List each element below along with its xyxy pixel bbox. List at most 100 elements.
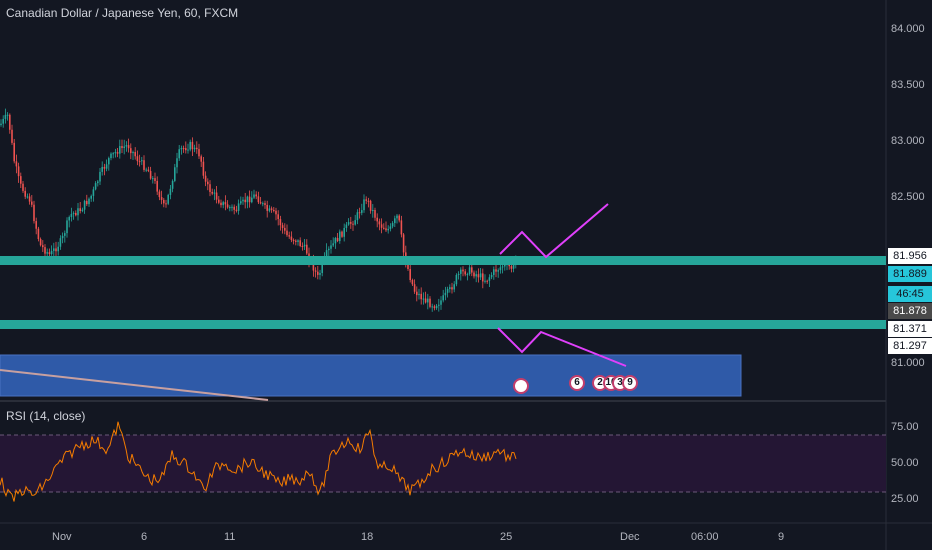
candle-body — [198, 149, 200, 157]
candle-body — [391, 223, 394, 227]
candle-body — [39, 239, 42, 246]
rsi-tick: 75.00 — [891, 421, 919, 433]
candle-body — [68, 217, 70, 221]
candle-body — [407, 264, 409, 270]
candle-body — [44, 247, 46, 254]
time-tick: 11 — [224, 531, 236, 543]
candle-body — [99, 171, 101, 182]
candle-body — [11, 129, 13, 143]
candle-body — [321, 262, 323, 273]
candle-body — [138, 161, 141, 163]
candle-body — [185, 148, 187, 151]
candle-body — [90, 195, 92, 199]
candle-body — [361, 210, 363, 213]
candle-body — [312, 259, 315, 271]
candle-body — [433, 306, 436, 309]
candle-body — [105, 164, 108, 169]
candle-body — [374, 210, 376, 218]
candle-body — [288, 235, 290, 237]
candle-body — [486, 280, 488, 282]
candle-body — [330, 245, 332, 249]
candle-body — [257, 196, 260, 203]
candle-body — [477, 274, 480, 278]
candle-body — [270, 208, 273, 210]
candle-body — [222, 202, 224, 206]
candle-body — [48, 252, 51, 255]
candle-body — [70, 213, 73, 218]
candle-body — [160, 197, 163, 200]
candle-body — [246, 196, 249, 203]
candle-body — [466, 274, 469, 276]
time-tick: 9 — [778, 531, 785, 543]
candle-body — [266, 204, 268, 211]
candle-body — [136, 156, 139, 162]
candle-body — [332, 243, 334, 246]
candle-body — [251, 197, 253, 203]
candle-body — [290, 236, 293, 240]
candle-body — [86, 200, 88, 205]
candle-body — [147, 169, 150, 171]
candle-body — [116, 152, 119, 154]
candle-body — [0, 123, 2, 125]
candle-body — [334, 237, 337, 244]
candle-body — [94, 183, 97, 190]
candle-body — [75, 212, 77, 216]
candle-body — [499, 267, 502, 271]
candle-body — [248, 196, 251, 203]
candle-body — [101, 166, 103, 172]
candle-body — [303, 244, 306, 247]
candle-body — [418, 293, 420, 296]
economic-event-marker[interactable] — [513, 378, 529, 394]
candle-body — [163, 199, 165, 204]
candle-body — [224, 202, 227, 205]
candle-body — [97, 181, 99, 184]
candle-body — [17, 166, 20, 177]
candle-body — [416, 291, 418, 296]
candle-body — [341, 231, 343, 237]
candle-body — [171, 180, 174, 189]
rsi-tick: 25.00 — [891, 493, 919, 505]
candle-body — [442, 295, 444, 301]
candle-body — [46, 252, 48, 254]
candle-body — [240, 201, 242, 204]
price-label: 81.371 — [888, 321, 932, 337]
candle-body — [154, 178, 156, 181]
candle-body — [339, 231, 341, 242]
candle-body — [13, 142, 15, 162]
time-tick: Dec — [620, 531, 640, 543]
candle-body — [178, 149, 180, 159]
candle-body — [427, 298, 429, 303]
candle-body — [446, 289, 449, 293]
support-zone — [0, 320, 886, 329]
price-tick: 84.000 — [891, 23, 925, 35]
candle-body — [497, 270, 499, 272]
candle-body — [314, 270, 317, 272]
candle-body — [464, 271, 466, 275]
economic-event-marker[interactable]: 6 — [569, 375, 585, 391]
candle-body — [462, 269, 464, 272]
candle-body — [31, 201, 33, 205]
candle-body — [493, 269, 495, 275]
economic-event-marker[interactable]: 9 — [622, 375, 638, 391]
candle-body — [262, 203, 264, 205]
candlestick-series — [0, 108, 517, 312]
candle-body — [301, 245, 304, 247]
candle-body — [193, 147, 196, 150]
candle-body — [231, 206, 233, 208]
last-price-label: 81.889 — [888, 266, 932, 282]
candle-body — [482, 273, 484, 282]
candle-body — [354, 220, 356, 225]
candle-body — [455, 274, 458, 285]
candle-body — [495, 269, 497, 272]
candle-body — [28, 196, 31, 202]
resistance-zone — [0, 256, 886, 265]
candle-body — [453, 284, 455, 290]
candle-body — [119, 146, 121, 154]
candle-body — [64, 233, 66, 236]
candle-body — [297, 240, 299, 242]
candle-body — [319, 272, 321, 275]
candle-body — [233, 206, 235, 210]
chart-title: Canadian Dollar / Japanese Yen, 60, FXCM — [6, 6, 239, 20]
